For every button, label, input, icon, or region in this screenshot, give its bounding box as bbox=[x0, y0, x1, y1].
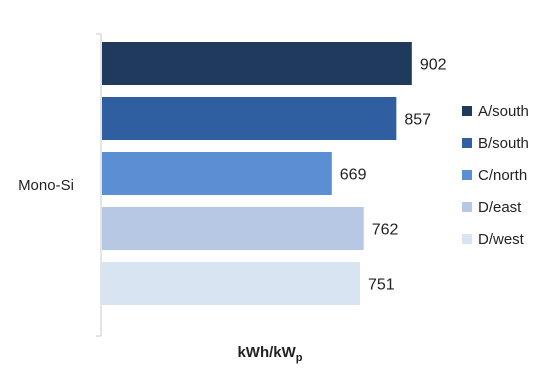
legend-label-d-west: D/west bbox=[478, 231, 525, 248]
legend-label-c-north: C/north bbox=[478, 167, 527, 184]
data-label-b-south: 857 bbox=[404, 112, 431, 129]
legend-swatch-b-south bbox=[462, 138, 472, 148]
legend-swatch-c-north bbox=[462, 170, 472, 180]
data-label-d-east: 762 bbox=[372, 222, 399, 239]
bar-d-west bbox=[102, 262, 360, 305]
plot-area: Mono-Si 902 857 669 762 751 bbox=[18, 33, 447, 337]
data-label-a-south: 902 bbox=[420, 57, 447, 74]
legend-swatch-d-east bbox=[462, 202, 472, 212]
legend: A/south B/south C/north D/east D/west bbox=[462, 103, 529, 248]
data-label-d-west: 751 bbox=[368, 277, 395, 294]
bar-b-south bbox=[102, 97, 397, 140]
bar-d-east bbox=[102, 207, 364, 250]
legend-label-b-south: B/south bbox=[478, 135, 529, 152]
data-label-c-north: 669 bbox=[340, 167, 367, 184]
x-axis-title: kWh/kWp bbox=[237, 344, 302, 364]
legend-swatch-d-west bbox=[462, 234, 472, 244]
legend-label-d-east: D/east bbox=[478, 199, 522, 216]
bar-a-south bbox=[102, 42, 412, 85]
x-axis-title-subscript: p bbox=[296, 352, 303, 364]
legend-label-a-south: A/south bbox=[478, 103, 529, 120]
x-axis-title-main: kWh/kW bbox=[237, 344, 296, 361]
y-category-label: Mono-Si bbox=[18, 177, 74, 194]
bar-c-north bbox=[102, 152, 332, 195]
legend-swatch-a-south bbox=[462, 106, 472, 116]
